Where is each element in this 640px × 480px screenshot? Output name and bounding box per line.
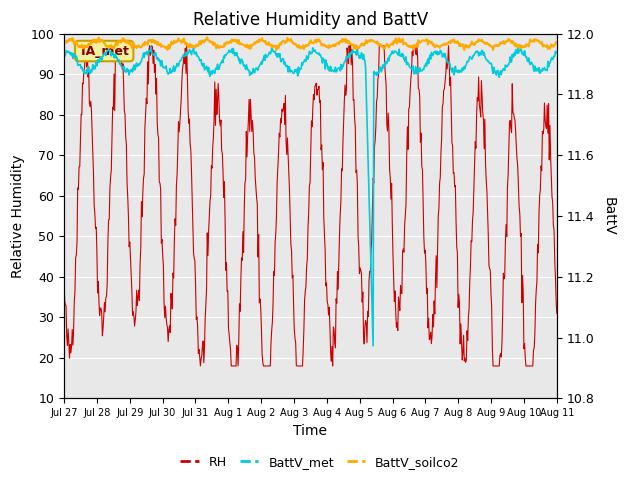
Title: Relative Humidity and BattV: Relative Humidity and BattV [193,11,428,29]
Legend: RH, BattV_met, BattV_soilco2: RH, BattV_met, BattV_soilco2 [175,451,465,474]
Y-axis label: BattV: BattV [601,197,615,235]
Text: TA_met: TA_met [79,45,130,58]
X-axis label: Time: Time [293,424,328,438]
Y-axis label: Relative Humidity: Relative Humidity [11,154,25,278]
